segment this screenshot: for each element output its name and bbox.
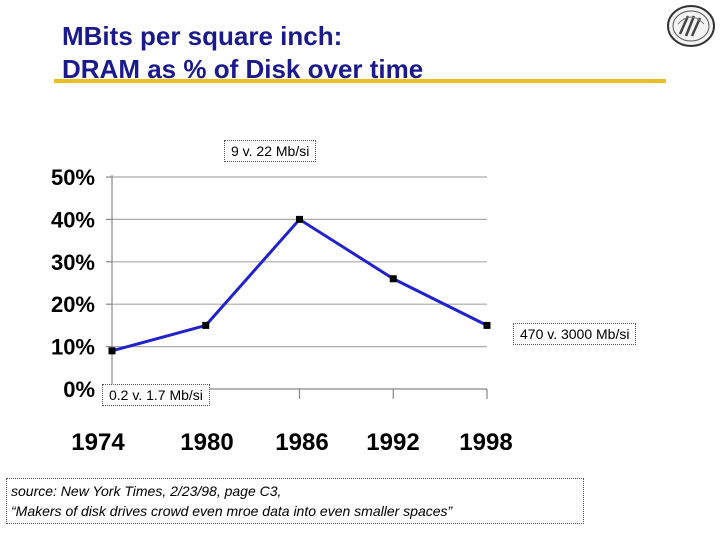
data-point-1980 [202, 321, 210, 329]
data-point-1992 [389, 275, 397, 283]
source-line-2: “Makers of disk drives crowd even mroe d… [11, 503, 453, 519]
x-tick-label-1: 1980 [180, 429, 233, 456]
annotation-1998: 470 v. 3000 Mb/si [513, 323, 637, 345]
y-tick-labels: 0% 10% 20% 30% 40% 50% [51, 165, 95, 402]
x-tick-label-3: 1992 [366, 429, 419, 456]
x-tick-labels: 1974 1980 1986 1992 1998 [71, 429, 512, 456]
series-line-0 [111, 217, 488, 353]
y-tick-label-1: 10% [51, 335, 95, 360]
annotation-1986: 9 v. 22 Mb/si [224, 140, 317, 162]
y-tick-label-4: 40% [51, 207, 95, 232]
x-tick-label-2: 1986 [275, 429, 328, 456]
chart-grid [112, 176, 487, 348]
annotation-1974: 0.2 v. 1.7 Mb/si [102, 384, 210, 406]
title-underline [54, 79, 666, 83]
source-line-1: source: New York Times, 2/23/98, page C3… [11, 483, 282, 499]
chart-axes [106, 175, 488, 399]
y-tick-label-0: 0% [63, 377, 95, 402]
chart-series [108, 215, 491, 355]
university-seal-icon [667, 5, 715, 47]
y-tick-label-3: 30% [51, 250, 95, 275]
x-tick-label-0: 1974 [71, 429, 125, 456]
y-tick-label-5: 50% [51, 165, 95, 190]
x-tick-label-4: 1998 [459, 429, 512, 456]
data-point-1986 [296, 215, 303, 223]
source-note: source: New York Times, 2/23/98, page C3… [6, 478, 584, 524]
data-point-1998 [483, 321, 491, 329]
data-point-1974 [108, 347, 116, 355]
y-tick-label-2: 20% [51, 292, 95, 317]
title-line-1: MBits per square inch: [62, 21, 343, 51]
